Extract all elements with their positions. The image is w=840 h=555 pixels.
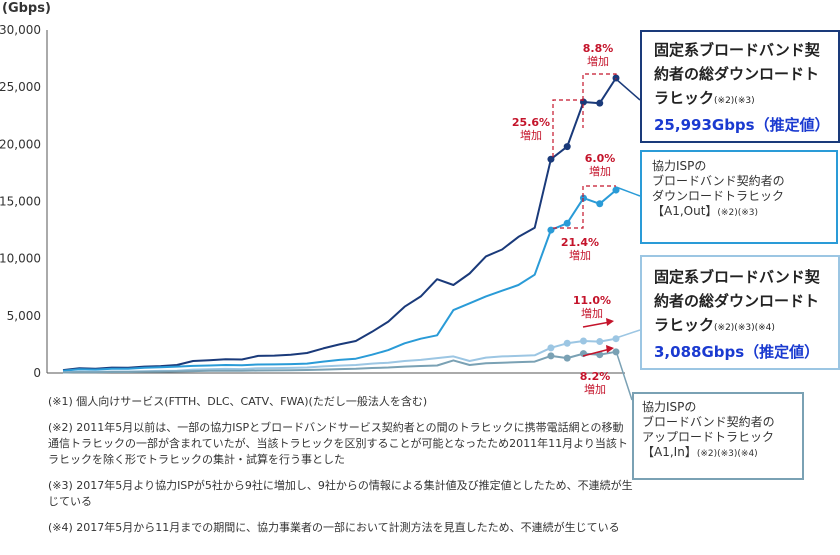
callout-total-upload: 固定系ブロードバンド契約者の総ダウンロードトラヒック(※2)(※3)(※4) 3… <box>640 255 840 370</box>
footnote: (※2) 2011年5月以前は、一部の協力ISPとブロードバンドサービス契約者と… <box>48 421 628 466</box>
data-point <box>596 351 604 359</box>
data-point <box>547 226 555 234</box>
annotation-label: 増加 <box>581 307 603 320</box>
callout-title: 固定系ブロードバンド契約者の総ダウンロードトラヒック <box>654 41 820 107</box>
callout-line: ダウンロードトラヒック <box>652 189 785 203</box>
data-point <box>563 354 571 362</box>
data-point <box>547 352 555 360</box>
callout-line: 協力ISPの <box>652 159 707 173</box>
data-point <box>563 339 571 347</box>
y-unit-label: (Gbps) <box>2 1 51 16</box>
callout-line: 【A1,Out】 <box>652 204 718 218</box>
data-point <box>579 337 587 345</box>
callout-note: (※2)(※3) <box>717 208 759 218</box>
callout-line: 協力ISPの <box>642 400 697 414</box>
annotation-label: 増加 <box>520 129 542 142</box>
data-point <box>547 155 555 163</box>
footnotes: (※1) 個人向けサービス(FTTH、DLC、CATV、FWA)(ただし一般法人… <box>48 394 633 546</box>
callout-line: 【A1,In】 <box>642 445 697 459</box>
data-point <box>547 344 555 352</box>
series-line <box>62 350 617 374</box>
callout-leaders <box>615 78 641 401</box>
y-tick-label: 0 <box>33 366 41 380</box>
annotation-label: 増加 <box>587 55 609 68</box>
footnote: (※3) 2017年5月より協力ISPが5社から9社に増加し、9社からの情報によ… <box>48 479 633 508</box>
increase-guides <box>552 73 617 229</box>
data-point <box>596 200 604 208</box>
callout-line: ブロードバンド契約者の <box>642 415 775 429</box>
callout-line: アップロードトラヒック <box>642 430 775 444</box>
y-tick-label: 30,000 <box>0 23 41 37</box>
data-point <box>596 99 604 107</box>
callout-note: (※2)(※3)(※4) <box>714 323 775 333</box>
y-tick-label: 25,000 <box>0 80 41 94</box>
callout-note: (※2)(※3)(※4) <box>696 449 758 459</box>
series-line <box>62 77 617 372</box>
annotation-pct: 25.6% <box>512 116 550 129</box>
increase-arrows <box>582 318 614 357</box>
callout-isp-download: 協力ISPの ブロードバンド契約者の ダウンロードトラヒック 【A1,Out】(… <box>640 150 838 244</box>
y-tick-label: 20,000 <box>0 137 41 151</box>
y-tick-label: 10,000 <box>0 252 41 266</box>
annotation-pct: 11.0% <box>573 294 611 307</box>
data-point <box>563 143 571 151</box>
series-line <box>62 189 617 372</box>
data-point <box>596 338 604 346</box>
annotation-pct: 8.2% <box>580 370 611 383</box>
callout-value: 3,088Gbps（推定値） <box>654 343 820 361</box>
footnote: (※4) 2017年5月から11月までの期間に、協力事業者の一部において計測方法… <box>48 521 620 534</box>
data-point <box>563 219 571 227</box>
annotation-label: 増加 <box>589 165 611 178</box>
annotation-pct: 21.4% <box>561 236 599 249</box>
callout-isp-upload: 協力ISPの ブロードバンド契約者の アップロードトラヒック 【A1,In】(※… <box>632 392 804 480</box>
annotation-label: 増加 <box>569 249 591 262</box>
callout-total-download: 固定系ブロードバンド契約者の総ダウンロードトラヒック(※2)(※3) 25,99… <box>640 30 840 143</box>
annotation-label: 増加 <box>584 383 606 396</box>
y-tick-label: 5,000 <box>7 309 41 323</box>
callout-title: 固定系ブロードバンド契約者の総ダウンロードトラヒック <box>654 268 820 334</box>
footnote: (※1) 個人向けサービス(FTTH、DLC、CATV、FWA)(ただし一般法人… <box>48 395 428 408</box>
callout-note: (※2)(※3) <box>714 96 755 106</box>
annotation-pct: 6.0% <box>585 152 616 165</box>
callout-line: ブロードバンド契約者の <box>652 174 785 188</box>
y-tick-label: 15,000 <box>0 195 41 209</box>
data-point <box>612 335 620 343</box>
callout-value: 25,993Gbps（推定値） <box>654 116 830 134</box>
annotation-pct: 8.8% <box>583 42 614 55</box>
